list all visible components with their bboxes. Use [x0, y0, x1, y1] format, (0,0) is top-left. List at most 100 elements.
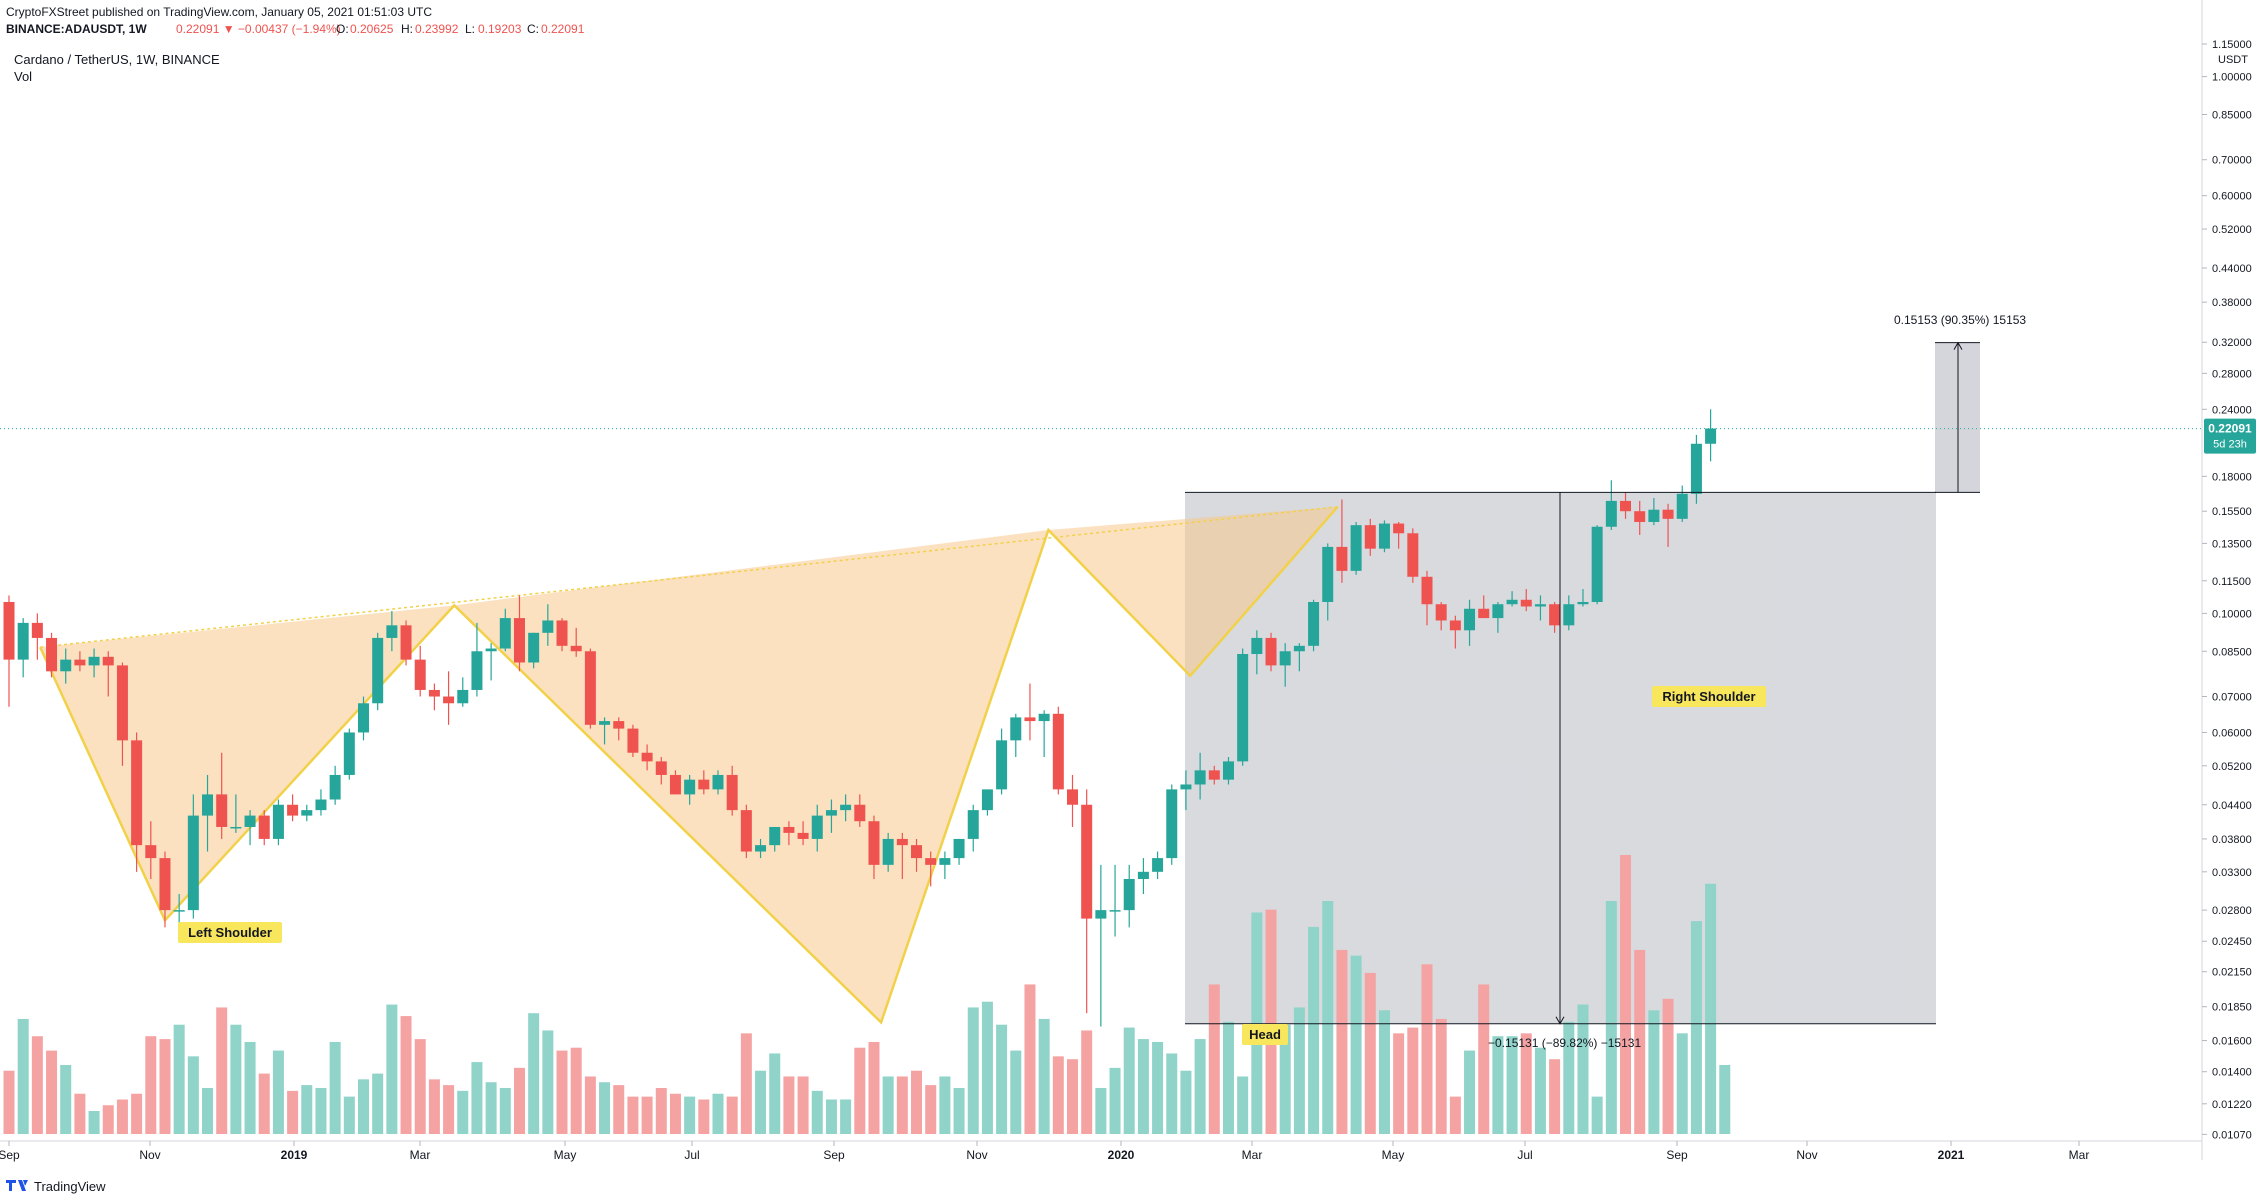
candle[interactable] — [102, 651, 114, 697]
candle[interactable] — [953, 838, 965, 865]
candle[interactable] — [74, 651, 86, 672]
candle[interactable] — [216, 752, 228, 839]
candle[interactable] — [967, 804, 979, 852]
candle[interactable] — [230, 794, 242, 833]
candle[interactable] — [825, 799, 837, 833]
candle[interactable] — [1492, 601, 1504, 633]
candle[interactable] — [641, 744, 653, 771]
candle[interactable] — [1464, 599, 1476, 646]
candle[interactable] — [301, 804, 313, 822]
candle[interactable] — [1563, 595, 1575, 631]
price-axis[interactable]: 1.15000 1.00000 0.85000 0.70000 0.60000 0.520… — [2202, 39, 2252, 1141]
candle[interactable] — [202, 774, 214, 852]
candle[interactable] — [698, 770, 710, 795]
candle[interactable] — [1690, 434, 1702, 504]
candle[interactable] — [1549, 601, 1561, 633]
candle[interactable] — [1662, 503, 1674, 547]
candle[interactable] — [1676, 485, 1688, 522]
candle[interactable] — [1648, 498, 1660, 526]
candle[interactable] — [173, 894, 185, 928]
candle[interactable] — [244, 810, 256, 846]
candle[interactable] — [740, 804, 752, 859]
candle[interactable] — [1577, 589, 1589, 607]
candle[interactable] — [88, 648, 100, 678]
candle[interactable] — [1634, 500, 1646, 535]
candle[interactable] — [1166, 784, 1178, 865]
candle[interactable] — [1152, 851, 1164, 879]
candle[interactable] — [46, 632, 58, 678]
candle[interactable] — [925, 851, 937, 887]
candle[interactable] — [1293, 643, 1305, 672]
candle[interactable] — [613, 717, 625, 741]
candle[interactable] — [1052, 706, 1064, 795]
candle[interactable] — [315, 789, 327, 816]
candle[interactable] — [60, 648, 72, 684]
candle[interactable] — [159, 851, 171, 928]
candle[interactable] — [1265, 632, 1277, 672]
candle[interactable] — [1421, 570, 1433, 626]
candle[interactable] — [1393, 521, 1405, 549]
candle[interactable] — [1024, 683, 1036, 741]
candle[interactable] — [17, 618, 29, 678]
candle[interactable] — [272, 799, 284, 846]
candle[interactable] — [1081, 789, 1093, 1014]
candle[interactable] — [414, 645, 426, 697]
candle[interactable] — [386, 611, 398, 652]
candle[interactable] — [712, 770, 724, 795]
candle[interactable] — [1407, 528, 1419, 583]
candle[interactable] — [769, 826, 781, 852]
candle[interactable] — [1336, 499, 1348, 583]
candle[interactable] — [343, 728, 355, 780]
candle[interactable] — [1180, 770, 1192, 811]
candle[interactable] — [116, 662, 128, 766]
candle[interactable] — [1123, 864, 1135, 928]
candle[interactable] — [556, 618, 568, 652]
candle[interactable] — [1279, 643, 1291, 687]
candle[interactable] — [542, 604, 554, 646]
candle[interactable] — [669, 770, 681, 795]
candle[interactable] — [797, 821, 809, 846]
candle[interactable] — [443, 671, 455, 725]
candle[interactable] — [868, 815, 880, 879]
candle[interactable] — [599, 717, 611, 745]
candle[interactable] — [499, 608, 511, 652]
candle[interactable] — [911, 838, 923, 872]
candle[interactable] — [1038, 710, 1050, 758]
candle[interactable] — [840, 794, 852, 822]
candle[interactable] — [627, 724, 639, 758]
candle[interactable] — [329, 765, 341, 805]
candle[interactable] — [882, 832, 894, 872]
candle[interactable] — [684, 774, 696, 805]
candle[interactable] — [1705, 409, 1717, 462]
candle[interactable] — [471, 622, 483, 697]
candle[interactable] — [1520, 589, 1532, 612]
candle[interactable] — [3, 595, 15, 707]
candle[interactable] — [1350, 521, 1362, 575]
candle[interactable] — [1237, 648, 1249, 766]
candle[interactable] — [1251, 630, 1263, 675]
candle[interactable] — [584, 648, 596, 729]
candle[interactable] — [1435, 601, 1447, 631]
candle[interactable] — [755, 838, 767, 859]
candle[interactable] — [428, 683, 440, 711]
candle[interactable] — [1194, 752, 1206, 800]
tradingview-logo[interactable]: TradingView — [6, 1179, 106, 1194]
candle[interactable] — [1364, 518, 1376, 556]
candle[interactable] — [1534, 595, 1546, 621]
candle[interactable] — [1137, 858, 1149, 895]
candle[interactable] — [1591, 525, 1603, 605]
candle[interactable] — [1620, 492, 1632, 519]
candle[interactable] — [1010, 713, 1022, 758]
candle[interactable] — [145, 821, 157, 879]
candle[interactable] — [457, 677, 469, 707]
candle[interactable] — [655, 757, 667, 785]
candle[interactable] — [1308, 599, 1320, 652]
candle[interactable] — [1378, 520, 1390, 553]
candle[interactable] — [1208, 765, 1220, 785]
candle[interactable] — [358, 696, 369, 741]
candle[interactable] — [996, 728, 1008, 795]
candle[interactable] — [31, 613, 43, 660]
candle[interactable] — [528, 632, 540, 669]
candle[interactable] — [896, 832, 908, 879]
candlesticks[interactable] — [3, 409, 1717, 1027]
